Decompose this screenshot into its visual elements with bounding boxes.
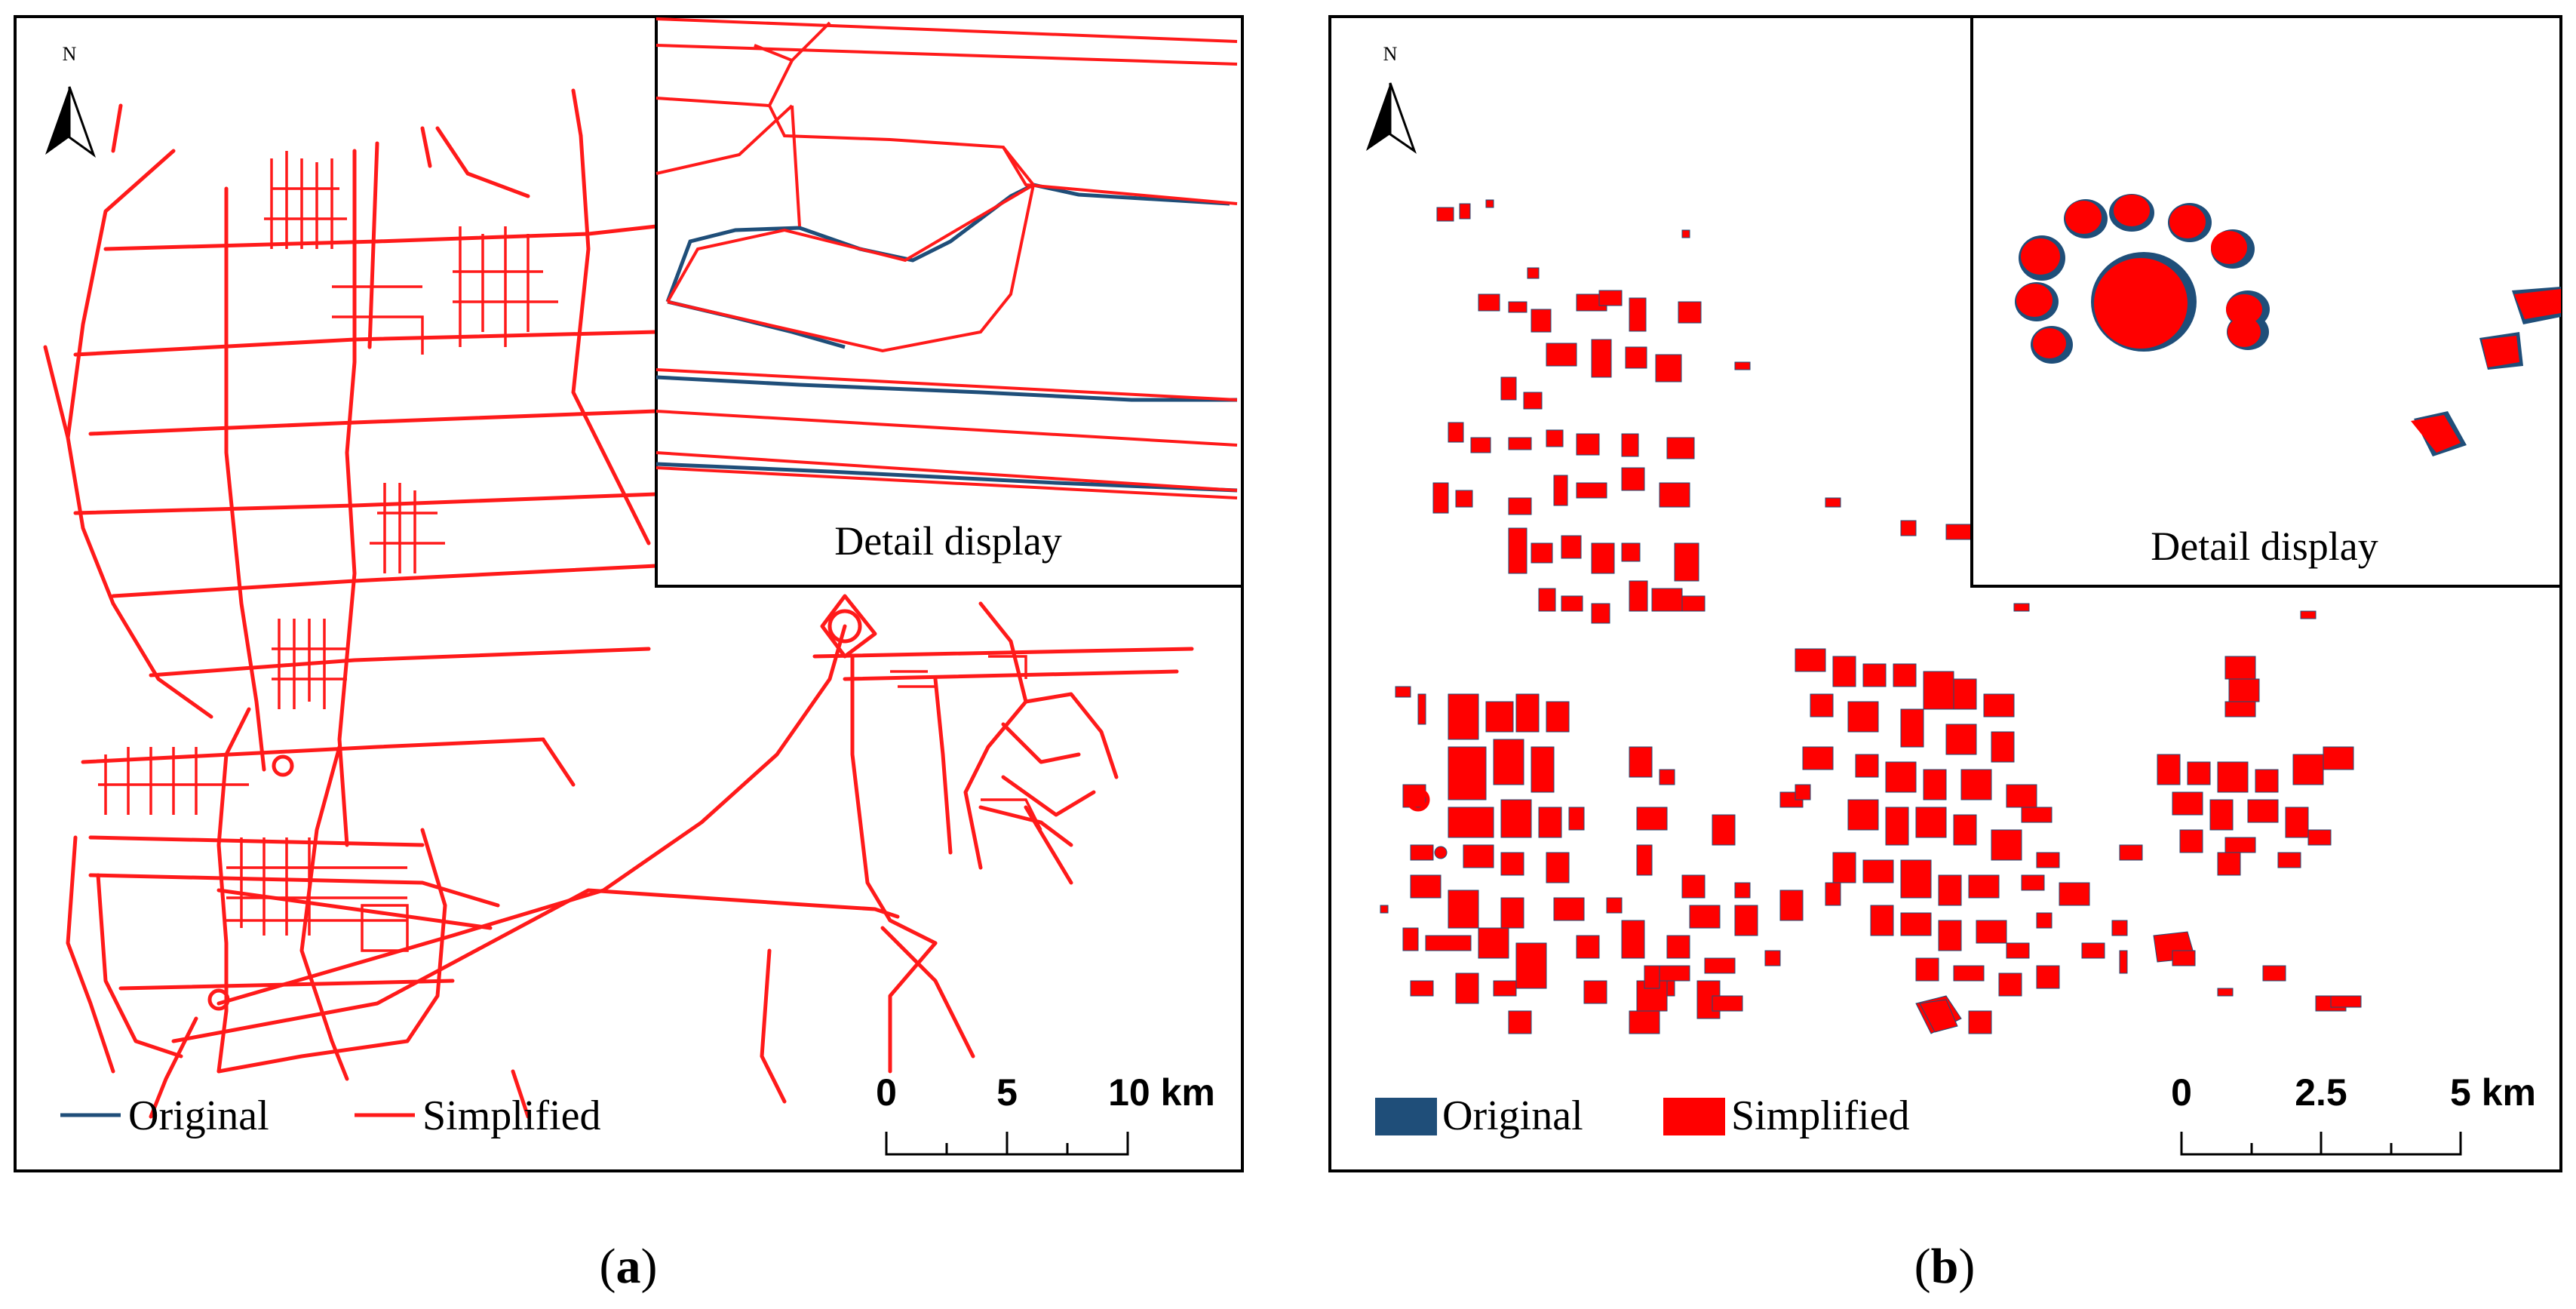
panel-b-legend-original-label: Original bbox=[1442, 1092, 1583, 1139]
panel-b-legend-original-swatch bbox=[1375, 1098, 1437, 1135]
panel-a-scale-tick-0: 0 bbox=[876, 1071, 897, 1114]
panel-a-north-arrow: N bbox=[45, 43, 97, 158]
panel-a-inset-simplified-lines bbox=[656, 17, 1238, 499]
panel-a: N bbox=[14, 15, 1244, 1294]
panel-a-detail-inset: Detail display bbox=[655, 15, 1244, 588]
panel-b-scale-tick-2: 5 km bbox=[2450, 1071, 2536, 1114]
panel-a-scale-tick-2: 10 km bbox=[1108, 1071, 1215, 1114]
panel-b-north-arrow: N bbox=[1366, 43, 1417, 154]
panel-a-scale-bar: 0 5 10 km bbox=[876, 1071, 1215, 1156]
panel-b-legend-simplified-label: Simplified bbox=[1731, 1092, 1909, 1139]
panel-b-buildings bbox=[1380, 199, 2362, 1034]
panel-a-roundabouts bbox=[207, 609, 862, 1011]
panel-b-inset-label: Detail display bbox=[2151, 524, 2378, 569]
panel-a-legend-simplified-label: Simplified bbox=[422, 1092, 600, 1139]
panel-b-north-label: N bbox=[1383, 43, 1398, 65]
panel-a-legend-original-label: Original bbox=[128, 1092, 269, 1139]
panel-b-scale-tick-1: 2.5 bbox=[2295, 1071, 2347, 1114]
panel-a-north-label: N bbox=[63, 43, 77, 65]
panel-a-inset-label: Detail display bbox=[834, 518, 1061, 564]
panel-b-caption: (b) bbox=[1914, 1239, 1976, 1294]
panel-b-legend: Original Simplified bbox=[1375, 1092, 1909, 1139]
panel-a-caption: (a) bbox=[600, 1239, 658, 1294]
panel-b-scale-tick-0: 0 bbox=[2171, 1071, 2192, 1114]
panel-a-urban-grid bbox=[98, 151, 1042, 952]
panel-b-inset-simplified-shapes bbox=[2016, 195, 2561, 453]
panel-a-road-network bbox=[43, 88, 1194, 1119]
panel-b-legend-simplified-swatch bbox=[1663, 1098, 1725, 1135]
panel-b-detail-inset: Detail display bbox=[1970, 15, 2562, 588]
panel-a-scale-tick-1: 5 bbox=[996, 1071, 1018, 1114]
panel-b-scale-bar: 0 2.5 5 km bbox=[2171, 1071, 2536, 1156]
panel-b: N D bbox=[1328, 15, 2562, 1294]
panel-a-legend: Original Simplified bbox=[60, 1092, 600, 1139]
